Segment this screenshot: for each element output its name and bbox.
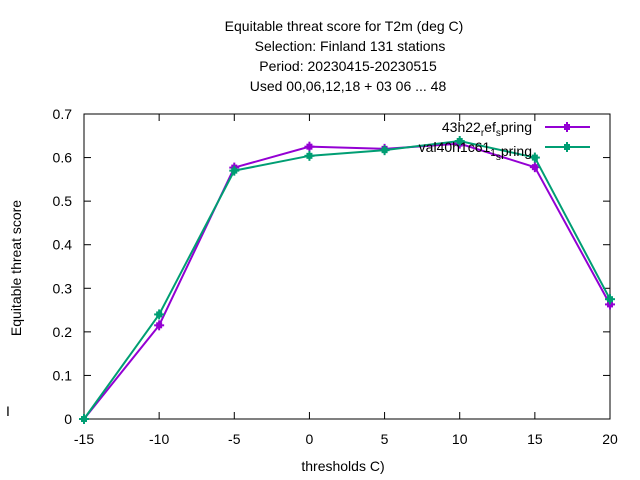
title-line-3: Period: 20230415-20230515 bbox=[259, 58, 437, 74]
y-tick-label: 0.4 bbox=[53, 237, 73, 253]
series-1-point bbox=[529, 162, 540, 173]
series-2-point bbox=[605, 294, 615, 305]
legend-text-part: pring bbox=[501, 119, 532, 135]
series-2-point bbox=[229, 165, 240, 176]
legend-marker-1 bbox=[562, 122, 572, 132]
x-tick-label: 15 bbox=[527, 431, 543, 447]
legend-label-1: 43h22refspring bbox=[442, 119, 532, 139]
series-1-point bbox=[154, 320, 165, 331]
y-axis-ticks: 0 0.1 0.2 0.3 0.4 0.5 0.6 0.7 bbox=[53, 106, 610, 427]
series-2-point bbox=[304, 150, 315, 161]
legend-text-part: val40h1c61 bbox=[419, 139, 491, 155]
x-tick-label: -15 bbox=[74, 431, 94, 447]
series-group bbox=[79, 136, 615, 424]
series-2-point bbox=[379, 145, 390, 156]
plot-frame bbox=[83, 113, 611, 420]
y-axis-label: Equitable threat score bbox=[8, 200, 24, 336]
y-tick-label: 0.7 bbox=[53, 106, 73, 122]
x-tick-label: -5 bbox=[228, 431, 241, 447]
legend-text-part: 43h22 bbox=[442, 119, 481, 135]
title-line-4: Used 00,06,12,18 + 03 06 ... 48 bbox=[250, 78, 447, 94]
legend-text-part: r bbox=[481, 128, 485, 139]
y-axis-mark: I bbox=[6, 403, 10, 419]
series-2-point bbox=[79, 414, 89, 424]
x-axis-label: thresholds C) bbox=[301, 458, 384, 474]
title-line-2: Selection: Finland 131 stations bbox=[255, 38, 446, 54]
series-line-1 bbox=[83, 142, 611, 420]
series-2-point bbox=[529, 152, 540, 163]
legend-label-2: val40h1c611spring bbox=[419, 139, 532, 163]
x-tick-label: 5 bbox=[381, 431, 389, 447]
chart-title: Equitable threat score for T2m (deg C) S… bbox=[225, 18, 464, 94]
y-tick-label: 0.5 bbox=[53, 193, 73, 209]
series-1-point bbox=[304, 141, 315, 152]
title-line-1: Equitable threat score for T2m (deg C) bbox=[225, 18, 464, 34]
legend-text-part: ef bbox=[484, 119, 496, 135]
y-tick-label: 0.1 bbox=[53, 367, 73, 383]
legend-marker-2 bbox=[562, 142, 572, 152]
x-tick-label: 10 bbox=[452, 431, 468, 447]
y-tick-label: 0.6 bbox=[53, 150, 73, 166]
series-2-point bbox=[454, 136, 465, 147]
y-tick-label: 0.2 bbox=[53, 324, 73, 340]
legend-text-part: s bbox=[496, 152, 501, 163]
legend-text-part: s bbox=[496, 128, 501, 139]
series-line-2 bbox=[83, 140, 611, 420]
y-tick-label: 0 bbox=[64, 411, 72, 427]
x-tick-label: 20 bbox=[602, 431, 618, 447]
legend-text-part: 1 bbox=[490, 148, 496, 159]
x-tick-label: -10 bbox=[149, 431, 169, 447]
legend-text-part: pring bbox=[501, 143, 532, 159]
series-2-point bbox=[154, 309, 165, 320]
x-axis-ticks: -15 -10 -5 0 5 10 15 20 bbox=[74, 114, 618, 447]
x-tick-label: 0 bbox=[306, 431, 314, 447]
y-tick-label: 0.3 bbox=[53, 280, 73, 296]
